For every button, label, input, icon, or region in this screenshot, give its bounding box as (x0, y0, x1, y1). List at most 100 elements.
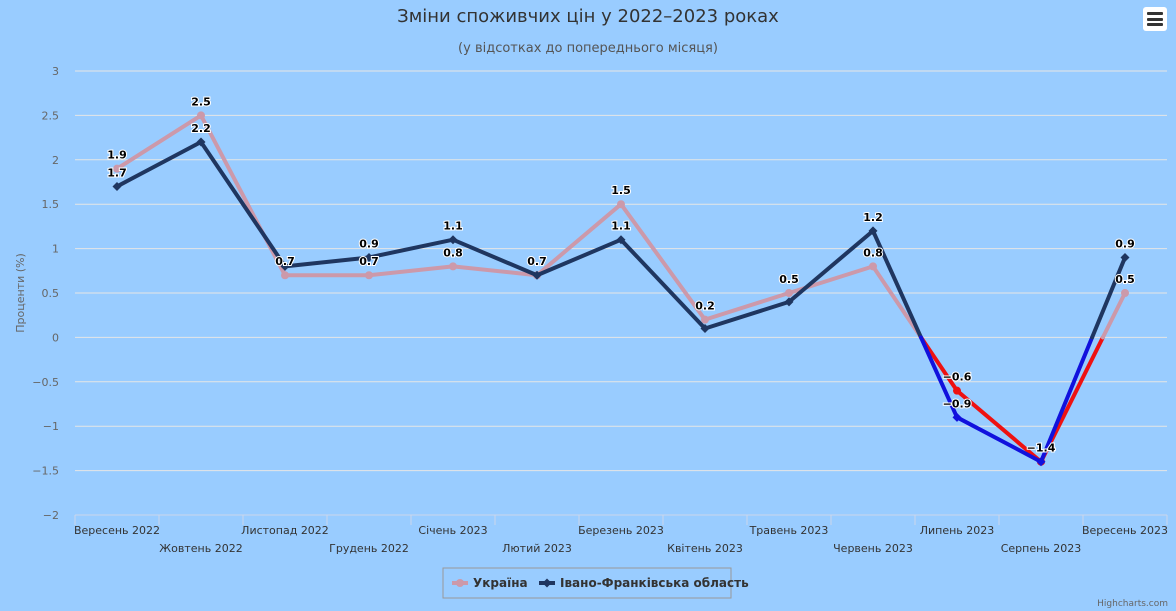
data-label: 0.8 (443, 246, 463, 259)
series-line-segment (703, 299, 791, 331)
plot-area: 3 2.5 2 1.5 1 0.5 0 −0.5 −1 −1.5 −2 Вересень 2022 Жо… (32, 65, 1168, 555)
x-tick-label: Вересень 2023 (1082, 524, 1168, 537)
y-tick-label: 0.5 (42, 287, 60, 300)
x-tick-label: Жовтень 2022 (159, 542, 242, 555)
legend-box (442, 567, 732, 599)
data-point (532, 270, 542, 280)
data-label: 1.7 (107, 166, 127, 179)
data-point (1036, 457, 1046, 467)
series-ukraine (113, 111, 1129, 466)
data-label: 0.9 (359, 237, 379, 250)
x-tick-label: Листопад 2022 (241, 524, 329, 537)
data-point (365, 271, 373, 280)
data-point (952, 412, 962, 422)
x-tick-label: Липень 2023 (920, 524, 995, 537)
legend-item-ivano-frankivsk[interactable]: Івано-Франківська область (560, 576, 749, 590)
series-line-segment (955, 415, 1043, 464)
series-line-segment (1100, 291, 1127, 340)
data-label: −1.4 (1027, 442, 1056, 455)
x-tick-label: Вересень 2022 (74, 524, 160, 537)
data-point (1120, 252, 1130, 262)
data-label: 1.5 (611, 184, 631, 197)
data-point (953, 386, 961, 395)
series-line-segment (367, 237, 455, 260)
series-line-segment (787, 228, 875, 304)
y-tick-label: 3 (52, 65, 59, 78)
legend-item-ukraine[interactable]: Україна (473, 576, 528, 590)
data-point (449, 262, 457, 271)
y-tick-label: −0.5 (32, 376, 59, 389)
data-point (448, 235, 458, 245)
data-label: 0.5 (1115, 273, 1135, 286)
x-tick-label: Червень 2023 (833, 542, 913, 555)
x-tick-label: Квітень 2023 (667, 542, 743, 555)
data-point (281, 271, 289, 280)
data-point (280, 261, 290, 271)
data-label: −0.9 (943, 397, 972, 410)
series-line-segment (955, 388, 1043, 464)
series-ivano-frankivsk (112, 137, 1130, 467)
x-tick-label: Серпень 2023 (1001, 542, 1082, 555)
y-tick-label: 0 (52, 331, 59, 344)
series-line-segment (115, 113, 203, 171)
y-tick-label: −2 (43, 509, 59, 522)
series-line-segment (451, 237, 539, 278)
data-label: 1.1 (443, 220, 463, 233)
data-label: 0.7 (527, 255, 547, 268)
credits-link[interactable]: Highcharts.com (1097, 599, 1168, 609)
data-point (784, 297, 794, 307)
hamburger-menu-icon[interactable] (1143, 7, 1167, 31)
data-label: −0.6 (943, 371, 972, 384)
data-point (785, 289, 793, 297)
x-tick-label: Лютий 2023 (502, 542, 572, 555)
x-tick-label: Травень 2023 (749, 524, 829, 537)
data-point (868, 226, 878, 236)
legend-marker (542, 578, 552, 588)
data-label: 1.2 (863, 211, 883, 224)
data-point (1121, 289, 1129, 297)
data-point (869, 262, 877, 271)
series-line-segment (283, 255, 371, 269)
data-point (196, 137, 206, 147)
series-line-segment (367, 264, 455, 278)
legend-marker (456, 579, 464, 587)
data-label: 2.2 (191, 122, 211, 135)
data-label: 1.9 (107, 149, 127, 162)
y-tick-label: 1.5 (42, 198, 60, 211)
series-line-segment (871, 264, 923, 340)
chart-title: Зміни споживчих цін у 2022–2023 роках (397, 6, 779, 27)
legend: Україна Івано-Франківська область (442, 567, 749, 599)
data-point (701, 315, 709, 324)
x-tick-label: Березень 2023 (578, 524, 664, 537)
series-line-segment (535, 237, 623, 278)
data-label: 2.5 (191, 95, 211, 108)
y-tick-label: 2.5 (42, 109, 60, 122)
y-tick-label: −1.5 (32, 465, 59, 478)
data-label: 1.1 (611, 220, 631, 233)
y-tick-label: 1 (52, 243, 59, 256)
series-line-segment (871, 228, 923, 340)
series-line-segment (1039, 335, 1095, 464)
data-label: 0.2 (695, 300, 715, 313)
data-label: 0.8 (863, 246, 883, 259)
series-line-segment (619, 237, 707, 331)
data-point (112, 181, 122, 191)
x-tick-label: Січень 2023 (418, 524, 487, 537)
series-line-segment (619, 202, 707, 322)
data-point (616, 235, 626, 245)
series-line-segment (199, 140, 287, 269)
y-tick-label: 2 (52, 154, 59, 167)
data-point (700, 324, 710, 334)
data-label: 0.7 (359, 255, 379, 268)
series-line-segment (1090, 255, 1127, 340)
chart-subtitle: (у відсотках до попереднього місяця) (458, 41, 718, 56)
data-label: 0.9 (1115, 237, 1135, 250)
data-point (113, 164, 121, 173)
x-tick-label: Грудень 2022 (329, 542, 409, 555)
series-line-segment (115, 140, 203, 189)
data-point (197, 111, 205, 120)
data-point (364, 252, 374, 262)
y-axis-title: Проценти (%) (14, 253, 27, 333)
series-line-segment (535, 202, 623, 278)
